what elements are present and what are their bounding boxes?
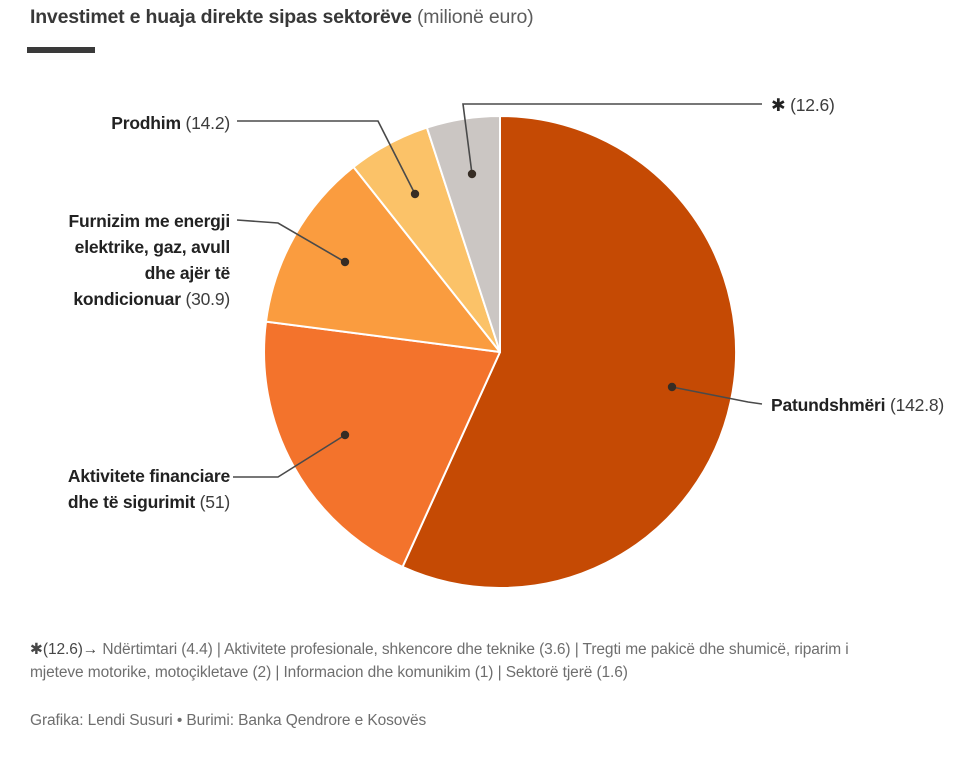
asterisk-marker-icon: ✱ bbox=[771, 95, 786, 115]
page-title-unit: (milionë euro) bbox=[417, 6, 534, 28]
pie-slice-furnizim-energji bbox=[265, 166, 501, 353]
footnote-marker: ✱(12.6)→ bbox=[30, 641, 99, 658]
leader-line-furnizim bbox=[236, 219, 346, 263]
label-furnizim: Furnizim me energji elektrike, gaz, avul… bbox=[68, 208, 230, 312]
label-prodhim-name: Prodhim bbox=[111, 113, 181, 133]
label-furnizim-line3: dhe ajër të bbox=[144, 263, 231, 283]
label-patundshmeri: Patundshmëri (142.8) bbox=[771, 392, 944, 418]
leader-dot-aktivitete bbox=[340, 430, 350, 440]
label-furnizim-line2: elektrike, gaz, avull bbox=[74, 237, 231, 257]
leader-dot-patundshmeri bbox=[667, 382, 677, 392]
label-furnizim-line1: Furnizim me energji bbox=[68, 211, 230, 231]
page-title: Investimet e huaja direkte sipas sektorë… bbox=[30, 6, 534, 29]
label-patundshmeri-value: (142.8) bbox=[889, 395, 945, 415]
label-aktivitete-line2: dhe të sigurimit bbox=[67, 492, 195, 512]
leader-dot-te-tjera bbox=[467, 169, 477, 179]
footnote: ✱(12.6)→ Ndërtimtari (4.4) | Aktivitete … bbox=[30, 638, 970, 684]
footnote-line1: ✱(12.6)→ Ndërtimtari (4.4) | Aktivitete … bbox=[30, 638, 970, 661]
leader-line-te-tjera bbox=[462, 103, 762, 175]
footnote-line2: mjeteve motorike, motoçikletave (2) | In… bbox=[30, 664, 628, 681]
leader-line-aktivitete bbox=[233, 434, 346, 478]
leader-line-patundshmeri bbox=[671, 386, 763, 405]
credit-line: Grafika: Lendi Susuri • Burimi: Banka Qe… bbox=[30, 712, 427, 729]
label-prodhim-value: (14.2) bbox=[185, 113, 230, 133]
title-accent-bar bbox=[27, 47, 95, 53]
footnote-line1-text: Ndërtimtari (4.4) | Aktivitete profesion… bbox=[102, 641, 849, 658]
leader-line-prodhim bbox=[237, 120, 416, 195]
label-aktivitete-value: (51) bbox=[199, 492, 231, 512]
label-aktivitete-line1: Aktivitete financiare bbox=[67, 466, 230, 486]
page-title-main: Investimet e huaja direkte sipas sektorë… bbox=[30, 6, 412, 28]
label-prodhim: Prodhim (14.2) bbox=[111, 110, 230, 136]
label-patundshmeri-name: Patundshmëri bbox=[771, 395, 886, 415]
leader-dot-prodhim bbox=[410, 189, 420, 199]
label-furnizim-line4: kondicionuar bbox=[73, 289, 181, 309]
label-aktivitete: Aktivitete financiare dhe të sigurimit (… bbox=[68, 463, 230, 515]
pie-slice-te-tjera bbox=[425, 115, 501, 353]
label-other-value: (12.6) bbox=[790, 95, 835, 115]
label-furnizim-value: (30.9) bbox=[185, 289, 230, 309]
label-other-star: ✱ (12.6) bbox=[771, 92, 835, 118]
pie-slice-patundshmeri bbox=[401, 115, 738, 589]
leader-dot-furnizim bbox=[340, 257, 350, 267]
pie-chart-svg bbox=[233, 103, 763, 589]
